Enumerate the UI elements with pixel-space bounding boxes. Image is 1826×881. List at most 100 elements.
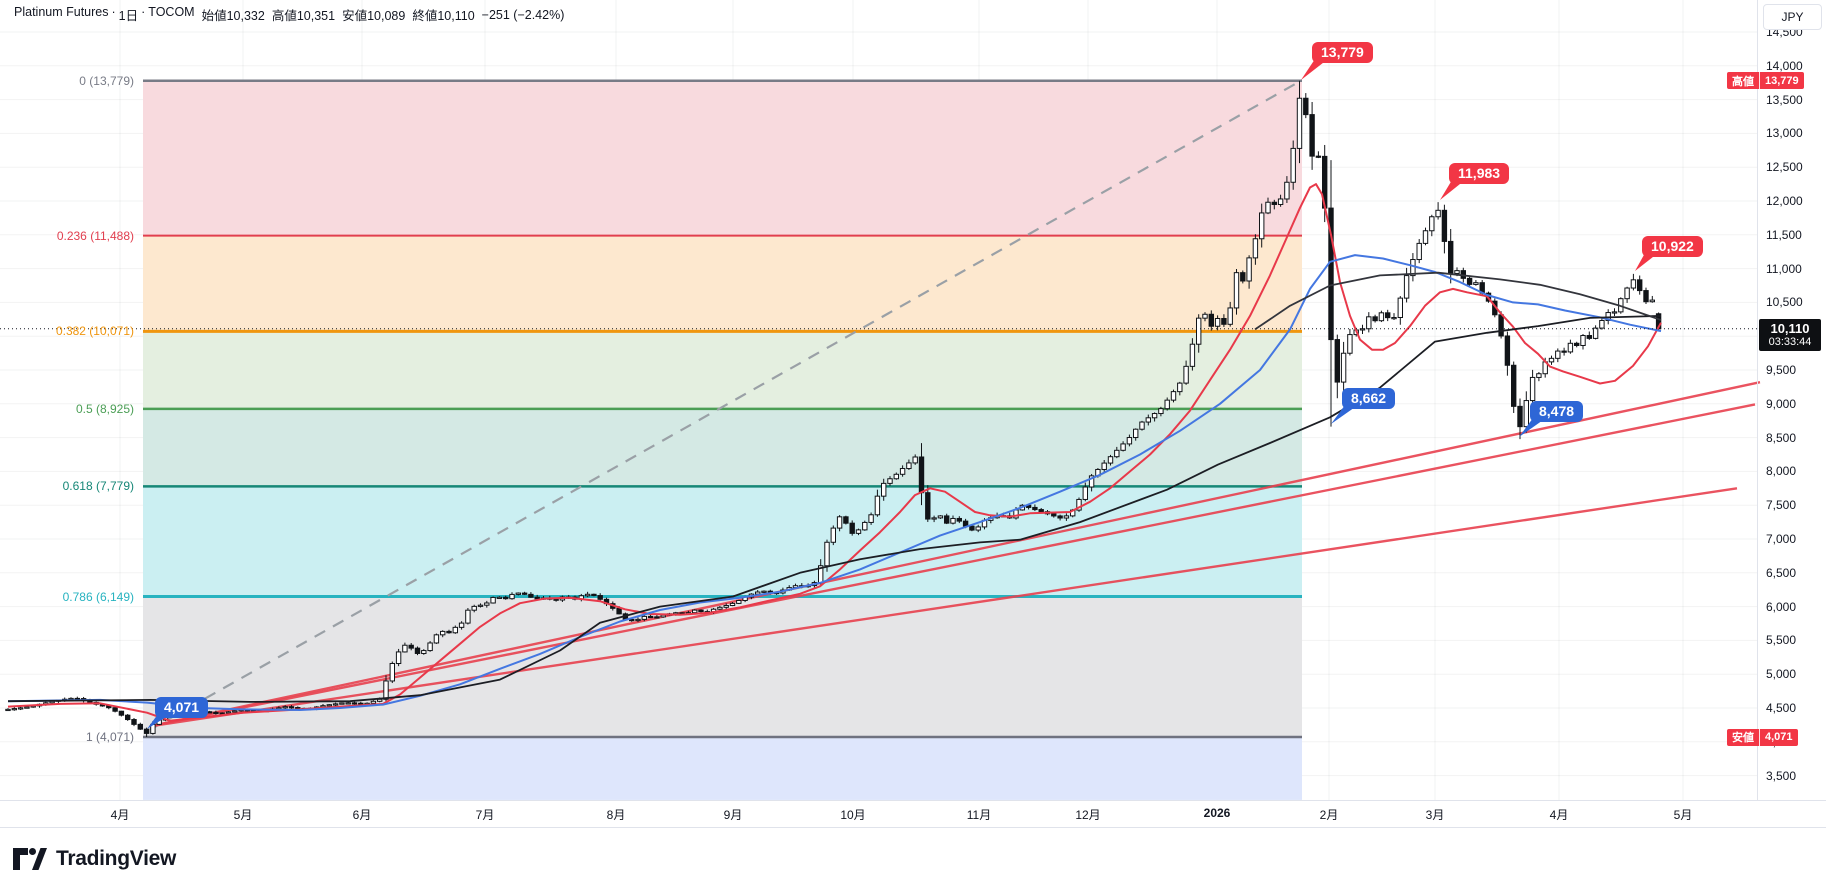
separator-dot: ·	[111, 5, 116, 19]
candle-body	[282, 706, 288, 709]
ohlc-low: 安値10,089	[342, 9, 406, 23]
time-axis-label: 5月	[1673, 808, 1693, 822]
fib-level-label: 0.236 (11,488)	[56, 228, 134, 243]
fib-level-label: 0.786 (6,149)	[62, 589, 134, 604]
candle-body	[452, 626, 459, 634]
candle-body	[370, 700, 377, 704]
ma-long-black[interactable]	[1254, 271, 1662, 331]
ma-fast-red[interactable]	[7, 183, 1662, 722]
price-axis-tick: 11,500	[1766, 227, 1802, 242]
symbol-title[interactable]: Platinum Futures · 1日 · TOCOM	[14, 5, 195, 24]
candle-body	[345, 702, 351, 705]
callout-tail	[1301, 59, 1328, 80]
candle-body	[1643, 290, 1649, 303]
candle-body	[1208, 313, 1214, 327]
candle-body	[1328, 207, 1334, 341]
candle-body	[937, 515, 944, 519]
currency-button[interactable]: JPY	[1763, 4, 1822, 30]
candle-body	[868, 514, 874, 523]
candle-body	[1580, 335, 1586, 346]
candle-body	[692, 609, 698, 614]
price-axis-tick: 6,000	[1766, 599, 1797, 614]
price-axis-tick: 3,500	[1766, 768, 1797, 783]
candle-body	[490, 596, 496, 604]
candle-body	[1624, 287, 1630, 300]
time-axis-label: 2月	[1319, 808, 1339, 822]
candle-body	[584, 593, 591, 597]
time-axis-label: 6月	[352, 808, 372, 822]
candle-body	[1271, 201, 1277, 205]
price-axis-tick: 12,500	[1766, 160, 1803, 175]
candle-body	[11, 708, 18, 711]
candle-body	[1296, 97, 1303, 149]
price-axis-tick: 8,000	[1766, 464, 1797, 479]
fib-trendline-dashed[interactable]	[149, 79, 1302, 731]
time-axis-label: 4月	[1549, 808, 1569, 822]
candle-body	[635, 618, 641, 622]
ohlc-close: 終値10,110	[412, 9, 475, 23]
candle-body	[509, 593, 515, 600]
candle-body	[112, 707, 118, 712]
trend-fan-line[interactable]	[149, 380, 1761, 728]
trend-fan-line[interactable]	[149, 403, 1756, 728]
price-axis-tick: 5,000	[1766, 667, 1797, 682]
candle-body	[647, 615, 654, 619]
candle-body	[1170, 391, 1177, 401]
candle-body	[1303, 97, 1309, 116]
candle-body	[1611, 311, 1618, 314]
candle-body	[906, 462, 912, 470]
candle-body	[1422, 230, 1429, 244]
tradingview-logo[interactable]: TradingView	[13, 847, 176, 871]
candle-body	[484, 602, 490, 606]
price-axis-tick: 14,000	[1766, 58, 1803, 73]
candle-body	[528, 593, 534, 598]
candle-body	[351, 702, 358, 705]
candle-body	[931, 517, 937, 520]
price-axis-tick: 10,500	[1766, 295, 1803, 310]
fib-band	[143, 235, 1302, 332]
candle-body	[1454, 270, 1460, 274]
callout-high-10922: 10,922	[1642, 236, 1703, 257]
candle-body	[591, 593, 597, 597]
fib-level-label: 0.618 (7,779)	[62, 479, 134, 494]
candle-body	[1592, 327, 1599, 339]
ma-slow-black[interactable]	[7, 315, 1662, 703]
candle-body	[944, 515, 950, 524]
trend-fan-line[interactable]	[149, 487, 1738, 728]
candle-body	[1082, 486, 1088, 500]
candle-body	[969, 525, 975, 531]
candle-body	[1284, 181, 1290, 200]
candle-body	[477, 604, 484, 607]
fib-level-label: 1 (4,071)	[85, 730, 134, 744]
separator-dot: ·	[141, 5, 146, 19]
candle-body	[956, 517, 962, 522]
candle-body	[836, 516, 843, 529]
candle-body	[213, 711, 219, 715]
candle-body	[433, 634, 440, 644]
candle-body	[1473, 282, 1479, 285]
candle-body	[1139, 421, 1145, 430]
time-axis-label: 3月	[1425, 808, 1445, 822]
candle-body	[471, 605, 477, 611]
time-axis-label: 12月	[1075, 808, 1101, 822]
symbol-interval[interactable]: 1日	[118, 9, 139, 23]
symbol-exchange: TOCOM	[148, 5, 195, 19]
price-chart-canvas[interactable]	[0, 0, 1826, 800]
candle-body	[1347, 334, 1353, 354]
candle-body	[1391, 316, 1397, 320]
candle-body	[414, 647, 421, 654]
candle-body	[1076, 498, 1082, 511]
fib-band	[143, 596, 1302, 738]
price-axis-tick: 7,000	[1766, 532, 1797, 546]
candle-body	[1315, 155, 1322, 158]
candle-body	[1359, 328, 1366, 331]
ohlc-high: 高値10,351	[271, 9, 336, 23]
price-axis-border	[1757, 0, 1758, 800]
candle-body	[339, 702, 345, 705]
candle-body	[1599, 319, 1605, 329]
callout-tail	[1440, 180, 1465, 200]
time-axis-label: 8月	[606, 808, 626, 822]
footer-divider	[0, 827, 1826, 828]
candle-body	[1202, 313, 1208, 319]
ma-mid-blue[interactable]	[7, 254, 1662, 711]
